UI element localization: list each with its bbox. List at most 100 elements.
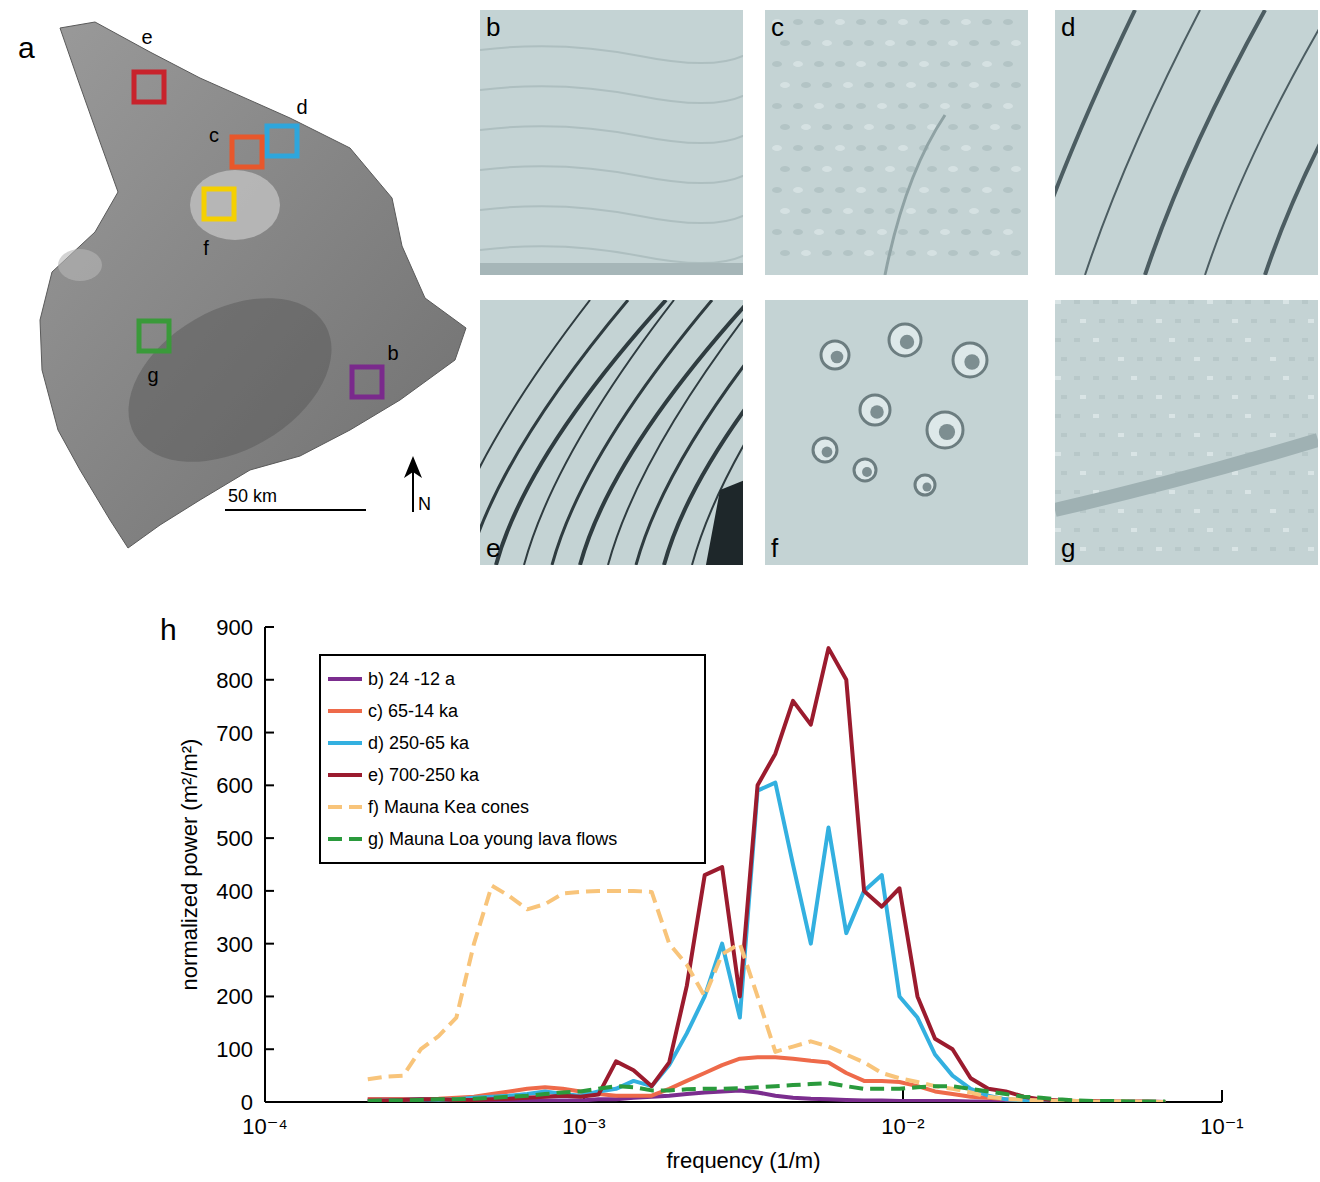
texture [814, 187, 824, 193]
texture [864, 40, 874, 46]
texture [877, 145, 887, 151]
texture [1093, 376, 1099, 380]
site-box [232, 137, 262, 167]
texture [1289, 357, 1295, 361]
texture [1156, 509, 1162, 513]
texture [1011, 250, 1021, 256]
y-tick-label: 500 [216, 826, 253, 851]
scale-bar [225, 509, 366, 511]
texture [793, 229, 803, 235]
texture [1003, 103, 1013, 109]
texture [480, 86, 743, 103]
texture [919, 103, 929, 109]
texture [948, 40, 958, 46]
texture [982, 61, 992, 67]
texture [982, 145, 992, 151]
texture [1194, 319, 1200, 323]
texture [864, 82, 874, 88]
gully [1145, 10, 1265, 275]
texture [1080, 395, 1086, 399]
texture [1131, 452, 1137, 456]
panel-letter: h [160, 613, 177, 646]
north-label: N [418, 494, 431, 514]
texture [906, 208, 916, 214]
texture [1003, 145, 1013, 151]
texture [990, 166, 1000, 172]
texture [1289, 547, 1295, 551]
texture [1169, 528, 1175, 532]
relief-ground [765, 300, 1028, 565]
texture [885, 208, 895, 214]
texture [1055, 452, 1061, 456]
y-tick-label: 800 [216, 668, 253, 693]
texture [1308, 395, 1314, 399]
texture [1093, 452, 1099, 456]
texture [1080, 433, 1086, 437]
texture [835, 145, 845, 151]
legend-label: b) 24 -12 a [368, 669, 456, 689]
texture [1169, 376, 1175, 380]
relief-panel [480, 300, 743, 565]
texture [793, 103, 803, 109]
texture [843, 124, 853, 130]
texture [898, 145, 908, 151]
relief-panel [1055, 300, 1318, 565]
texture [919, 19, 929, 25]
texture [1099, 471, 1105, 475]
texture [1061, 319, 1067, 323]
texture [1131, 376, 1137, 380]
texture [877, 19, 887, 25]
texture [1011, 166, 1021, 172]
mauna-loa-shade [100, 264, 361, 495]
texture [1232, 395, 1238, 399]
texture [864, 250, 874, 256]
texture [1074, 376, 1080, 380]
texture [1194, 357, 1200, 361]
texture [856, 229, 866, 235]
texture [940, 229, 950, 235]
texture [772, 187, 782, 193]
texture [1118, 471, 1124, 475]
legend-label: e) 700-250 ka [368, 765, 480, 785]
texture [793, 61, 803, 67]
site-label: f [203, 237, 209, 259]
texture [1137, 433, 1143, 437]
texture [969, 208, 979, 214]
texture [814, 229, 824, 235]
texture [1118, 319, 1124, 323]
texture [1112, 414, 1118, 418]
texture [843, 40, 853, 46]
texture [1118, 357, 1124, 361]
texture [1232, 357, 1238, 361]
texture [961, 19, 971, 25]
texture [843, 166, 853, 172]
texture [1251, 433, 1257, 437]
texture [1099, 319, 1105, 323]
texture [814, 19, 824, 25]
texture [1156, 395, 1162, 399]
texture [1169, 300, 1175, 304]
legend-label: c) 65-14 ka [368, 701, 459, 721]
texture [1308, 509, 1314, 513]
texture [885, 82, 895, 88]
texture [780, 208, 790, 214]
texture [1137, 471, 1143, 475]
texture [822, 208, 832, 214]
y-tick [265, 626, 274, 628]
texture [1003, 61, 1013, 67]
texture [1156, 319, 1162, 323]
legend-swatch [328, 677, 362, 681]
texture [919, 229, 929, 235]
texture [856, 103, 866, 109]
site-box [204, 189, 234, 219]
texture [1112, 376, 1118, 380]
texture [1093, 338, 1099, 342]
texture [1099, 433, 1105, 437]
texture [1232, 319, 1238, 323]
texture [1137, 357, 1143, 361]
texture [1270, 509, 1276, 513]
y-tick [265, 1048, 274, 1050]
texture [1251, 357, 1257, 361]
x-tick-label: 10⁻¹ [1200, 1114, 1243, 1139]
texture [885, 166, 895, 172]
